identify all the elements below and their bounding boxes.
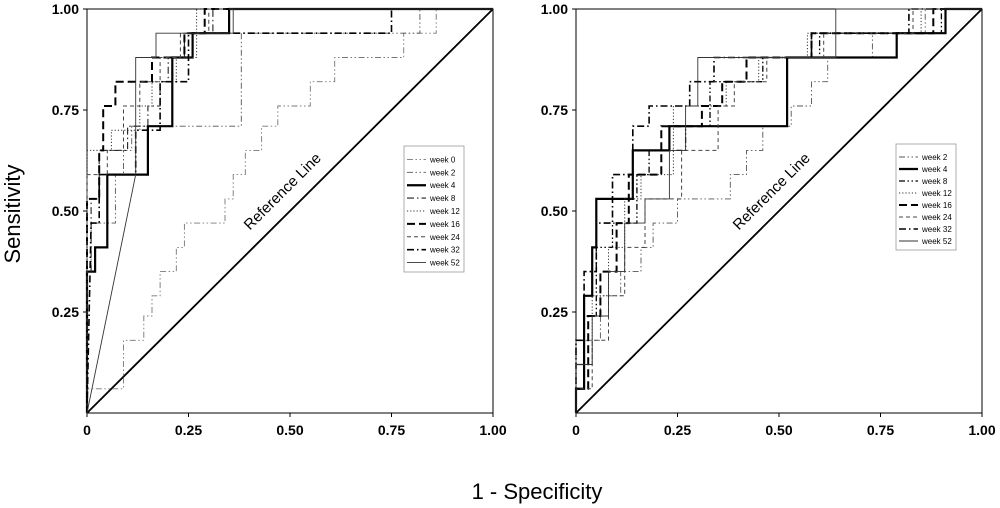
y-tick-label: 0.25 [541,304,568,320]
legend-label: week 12 [921,189,952,198]
legend-label: week 12 [429,207,460,216]
x-tick-label: 0.50 [765,422,792,438]
series-line-week-8 [575,8,982,413]
series-line-week-16 [575,8,982,413]
x-tick-label: 0.25 [175,422,202,438]
legend-label: week 2 [429,168,456,177]
legend-label: week 16 [429,220,460,229]
series-line-week-24 [575,8,982,413]
reference-line-label: Reference Line [241,150,325,234]
legend-label: week 8 [921,177,948,186]
reference-line [575,8,983,414]
series-line-week-2 [575,8,982,413]
legend-label: week 16 [921,201,952,210]
series-line-week-32 [86,8,493,414]
x-tick-label: 0.50 [276,422,303,438]
y-tick-label: 0.50 [541,203,568,219]
series-line-week-52 [575,8,982,413]
legend-label: week 8 [429,194,456,203]
legend-label: week 32 [921,225,952,234]
y-tick-label: 0.50 [52,203,79,219]
legend-label: week 24 [921,213,952,222]
roc-chart-right: 0 0.25 0.50 0.75 1.00 0.25 0.50 0.75 1.00 Referen… [541,1,996,438]
legend-box [403,145,465,273]
y-tick-label: 1.00 [52,1,79,17]
roc-chart-left: 0 0.25 0.50 0.75 1.00 0.25 0.50 0.75 1.00 Referen… [52,1,507,438]
legend-label: week 4 [921,165,948,174]
legend-label: week 24 [429,233,460,242]
x-tick-label: 0.75 [378,422,405,438]
y-axis-title: Sensitivity [0,164,25,263]
reference-line [86,8,494,414]
legend-label: week 32 [429,246,460,255]
legend-label: week 52 [921,237,952,246]
reference-line-label: Reference Line [730,150,814,234]
x-tick-label: 0 [572,422,580,438]
y-tick-label: 0.75 [52,102,79,118]
x-tick-label: 1.00 [479,422,506,438]
y-tick-label: 0.25 [52,304,79,320]
y-tick-label: 0.75 [541,102,568,118]
x-tick-label: 0 [83,422,91,438]
series-line-week-12 [86,8,493,413]
legend: week 2 week 4 week 8 week 12 week 16 week 24 w… [895,143,957,251]
series-line-week-52 [86,8,493,414]
legend: week 0 week 2 week 4 week 8 week 12 week 16 we… [403,145,465,273]
series-line-week-0 [86,8,493,413]
x-tick-label: 0.25 [664,422,691,438]
y-tick-label: 1.00 [541,1,568,17]
legend-label: week 0 [429,155,456,164]
x-tick-label: 0.75 [867,422,894,438]
x-axis-title: 1 - Specificity [472,479,603,504]
legend-label: week 4 [429,181,456,190]
legend-box [895,143,957,251]
x-tick-label: 1.00 [968,422,995,438]
legend-label: week 52 [429,259,460,268]
legend-label: week 2 [921,153,948,162]
